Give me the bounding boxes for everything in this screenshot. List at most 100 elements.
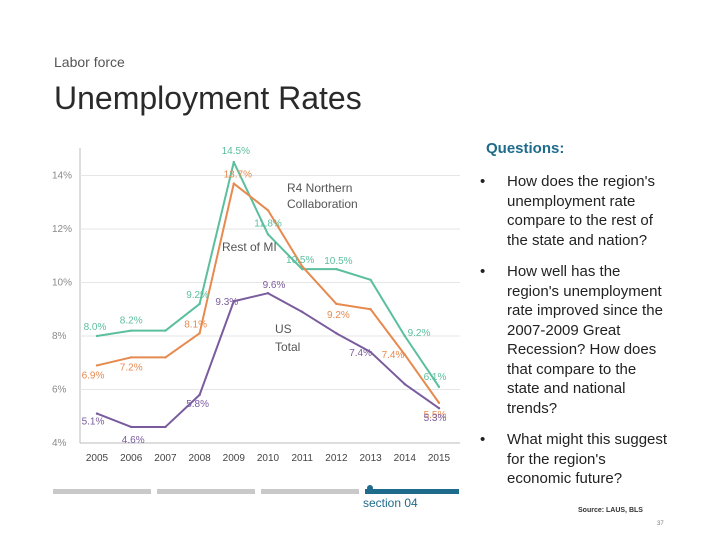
data-point [266,209,270,212]
progress-segment-active [365,489,459,494]
data-label: 4.6% [122,435,145,446]
data-point [437,385,441,389]
data-point [130,329,133,332]
data-point [437,407,441,410]
x-tick-label: 2015 [428,453,451,464]
data-point [164,329,167,332]
data-point [369,308,372,311]
data-point [95,334,99,338]
x-tick-label: 2006 [120,453,143,464]
y-tick-label: 8% [52,331,67,342]
x-tick-label: 2011 [291,453,313,464]
data-point [301,310,304,314]
data-label: 9.2% [186,290,209,301]
data-label: 9.6% [263,280,286,291]
series-label: Collaboration [287,197,358,211]
page-title: Unemployment Rates [54,80,362,116]
series-label: US [275,322,292,336]
data-point [164,425,167,429]
data-point [301,267,304,271]
data-point [198,302,201,306]
questions-heading: Questions: [486,140,565,157]
data-label: 7.2% [120,362,143,373]
data-point [369,278,372,282]
data-label: 9.3% [215,297,238,308]
data-point [198,332,201,335]
series-label: R4 Northern [287,181,352,195]
y-tick-label: 4% [52,438,67,449]
data-point [198,393,201,397]
data-point [95,412,99,415]
source-note: Source: LAUS, BLS [578,507,643,514]
unemployment-line-chart: 4% 6% 8% 10% 12% 14% 2005 2006 2007 2008 2009 2010 2… [52,146,460,464]
x-tick-label: 2010 [257,453,280,464]
data-point [95,364,99,367]
data-point [335,302,338,306]
x-tick-label: 2013 [359,453,382,464]
x-tick-label: 2008 [188,453,211,464]
question-item: • How well has the region's unemployment… [480,262,672,418]
data-label: 8.1% [184,319,207,330]
page-number: 37 [657,521,664,527]
data-point [266,233,270,236]
data-label: 8.0% [84,322,107,333]
data-label: 5.5% [424,410,447,421]
data-point [301,265,304,268]
data-label: 5.3% [424,413,447,424]
data-point [266,292,270,295]
section-subtitle: Labor force [54,54,125,70]
data-point [335,332,338,335]
data-label: 6.9% [82,370,105,381]
data-label: 13.7% [224,170,252,181]
y-tick-label: 10% [52,278,72,289]
section-label: section 04 [363,496,418,510]
section-marker-dot [367,485,373,491]
series-label: Rest of MI [222,240,277,254]
data-point [232,182,235,185]
progress-segment [261,489,359,494]
question-text: How well has the region's unemployment r… [507,263,663,417]
y-tick-label: 12% [52,224,72,235]
annotation-label: 7.4% [382,350,405,361]
series-label: Total [275,340,300,354]
data-point [130,356,133,359]
data-point [335,267,338,271]
progress-segment [157,489,255,494]
question-item: • What might this suggest for the region… [480,430,672,489]
data-point [164,356,167,359]
bullet-icon: • [480,173,486,190]
question-text: What might this suggest for the region's… [507,431,668,487]
data-label: 6.1% [424,372,447,383]
progress-segment [53,489,151,494]
x-tick-label: 2012 [325,453,348,464]
data-label: 11.8% [254,218,282,229]
data-point [232,300,235,303]
question-item: • How does the region's unemployment rat… [480,172,672,250]
x-tick-label: 2009 [223,453,246,464]
data-label: 8.2% [120,316,143,327]
data-point [403,353,406,356]
data-point [232,160,235,164]
data-label: 7.4% [349,348,372,359]
x-tick-label: 2014 [394,453,417,464]
data-point [403,334,406,338]
data-label: 9.2% [327,310,350,321]
bullet-icon: • [480,263,486,280]
annotation-label: 9.2% [408,328,431,339]
data-point [437,401,441,405]
data-label: 10.5% [324,256,352,267]
data-label: 10.5% [286,255,314,266]
data-point [403,382,406,386]
bullet-icon: • [480,431,486,448]
x-tick-label: 2007 [154,453,177,464]
questions-list: • How does the region's unemployment rat… [480,172,672,501]
y-tick-label: 14% [52,171,72,182]
y-tick-label: 6% [52,385,67,396]
x-tick-label: 2005 [86,453,109,464]
data-label: 5.8% [186,399,209,410]
data-point [130,425,133,429]
data-label: 14.5% [222,146,250,157]
question-text: How does the region's unemployment rate … [507,173,655,249]
data-label: 5.1% [82,417,105,428]
data-point [369,350,372,354]
